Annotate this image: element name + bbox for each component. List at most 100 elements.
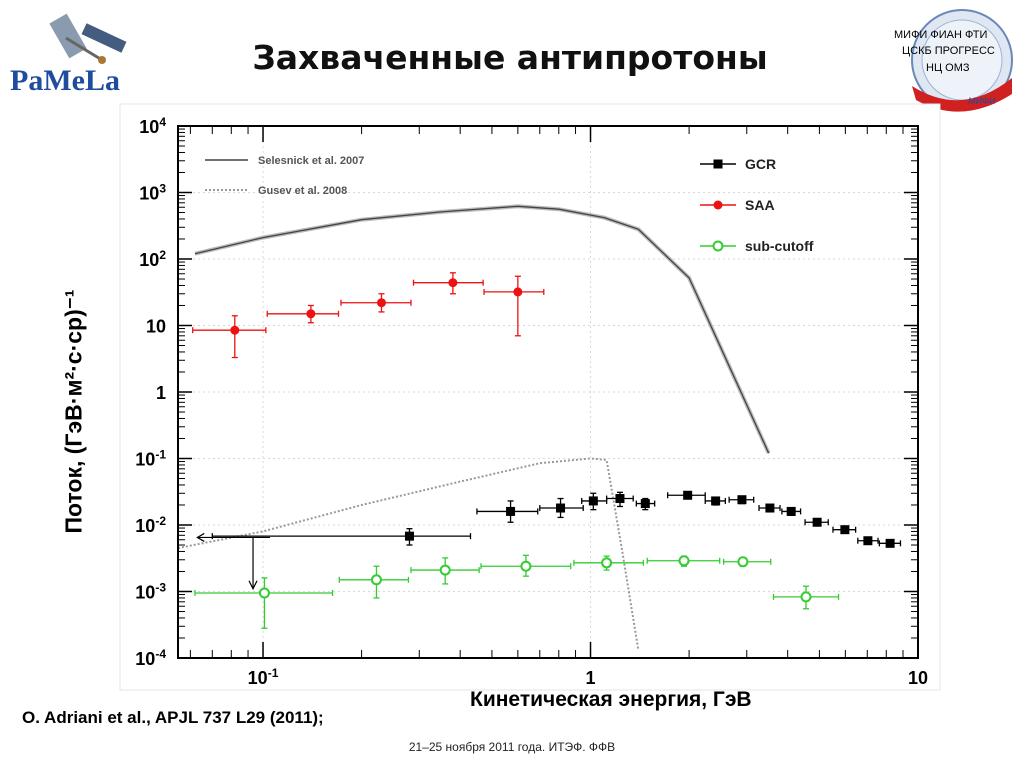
pamela-logo-text: PaMeLa bbox=[10, 64, 120, 97]
data-point-saa bbox=[192, 315, 267, 359]
marker-sub-cutoff bbox=[439, 564, 451, 576]
marker-saa bbox=[306, 309, 316, 319]
series-gcr bbox=[211, 490, 902, 548]
marker-saa bbox=[230, 325, 240, 335]
marker-gcr bbox=[556, 503, 566, 513]
data-point-gcr bbox=[832, 525, 857, 535]
legend-label-model: Selesnick et al. 2007 bbox=[258, 155, 364, 167]
data-point-gcr bbox=[581, 492, 608, 511]
model-curve-gusev bbox=[177, 457, 640, 651]
data-point-sub-cutoff bbox=[410, 557, 480, 585]
x-tick-label: 1 bbox=[586, 668, 596, 688]
marker-saa bbox=[376, 298, 386, 308]
upper-limit-group bbox=[196, 532, 270, 591]
y-tick-label: 10 bbox=[146, 317, 166, 337]
marker-gcr bbox=[640, 499, 650, 509]
data-point-sub-cutoff bbox=[723, 556, 772, 568]
slide-title: Захваченные антипротоны bbox=[252, 38, 768, 77]
y-tick-label: 1 bbox=[156, 383, 166, 403]
marker-gcr bbox=[885, 538, 895, 548]
org-line-3: НЦ ОМЗ bbox=[926, 62, 970, 74]
data-point-sub-cutoff bbox=[338, 565, 410, 599]
org-seal-text: МИФИ bbox=[968, 96, 996, 106]
y-tick-label: 104 bbox=[139, 115, 166, 137]
data-series bbox=[192, 272, 902, 629]
data-point-sub-cutoff bbox=[194, 577, 334, 629]
legend-marker-gcr bbox=[713, 159, 723, 169]
chart-panel bbox=[119, 103, 941, 691]
data-point-gcr bbox=[758, 503, 781, 513]
satellite-icon bbox=[49, 13, 127, 64]
marker-gcr bbox=[737, 495, 747, 505]
data-point-gcr bbox=[804, 517, 829, 527]
model-curve-selesnick bbox=[194, 205, 770, 454]
data-point-gcr bbox=[857, 536, 879, 546]
chart-legend: Selesnick et al. 2007 Gusev et al. 2008 GC… bbox=[205, 155, 814, 254]
data-point-gcr bbox=[728, 495, 755, 505]
data-point-gcr bbox=[781, 506, 802, 516]
marker-sub-cutoff bbox=[800, 591, 812, 603]
data-point-sub-cutoff bbox=[480, 554, 572, 577]
legend-label-sub-cutoff: sub-cutoff bbox=[745, 238, 814, 254]
upper-limit-down-arrowhead bbox=[248, 580, 258, 591]
data-point-gcr bbox=[476, 500, 539, 523]
org-seal: МИФИ ФИАН ФТИ ЦСКБ ПРОГРЕСС НЦ ОМЗ МИФИ bbox=[894, 9, 1013, 112]
y-tick-label: 10-2 bbox=[135, 514, 166, 536]
series-sub-cutoff bbox=[194, 554, 840, 629]
marker-gcr bbox=[588, 496, 598, 506]
data-point-gcr bbox=[605, 491, 634, 508]
marker-sub-cutoff bbox=[678, 555, 690, 567]
marker-sub-cutoff bbox=[370, 574, 382, 586]
legend-marker-saa bbox=[713, 200, 723, 210]
legend-label-gcr: GCR bbox=[745, 156, 776, 172]
marker-saa bbox=[513, 287, 523, 297]
marker-gcr bbox=[683, 490, 693, 500]
data-point-saa bbox=[266, 304, 340, 324]
marker-saa bbox=[448, 278, 458, 288]
org-line-1: МИФИ ФИАН ФТИ bbox=[894, 29, 987, 41]
org-line-2: ЦСКБ ПРОГРЕСС bbox=[902, 45, 995, 57]
data-point-gcr bbox=[539, 497, 584, 519]
data-point-gcr bbox=[211, 528, 472, 546]
data-point-gcr bbox=[878, 538, 902, 548]
marker-gcr bbox=[506, 506, 516, 516]
pamela-logo: PaMeLa bbox=[10, 13, 127, 97]
y-tick-label: 10-3 bbox=[135, 581, 166, 603]
x-tick-label: 10-1 bbox=[248, 666, 279, 688]
y-axis-label: Поток, (ГэВ·м²·с·ср)⁻¹ bbox=[60, 289, 87, 534]
legend-label-saa: SAA bbox=[745, 197, 775, 213]
data-point-gcr bbox=[704, 496, 726, 506]
data-point-sub-cutoff bbox=[772, 585, 840, 610]
marker-gcr bbox=[615, 494, 625, 504]
marker-sub-cutoff bbox=[601, 557, 613, 569]
marker-gcr bbox=[812, 517, 822, 527]
marker-gcr bbox=[840, 525, 850, 535]
data-point-gcr bbox=[666, 490, 706, 500]
marker-gcr bbox=[404, 531, 414, 541]
y-tick-label: 102 bbox=[139, 248, 166, 270]
data-point-sub-cutoff bbox=[646, 555, 721, 567]
footer: 21–25 ноября 2011 года. ИТЭФ. ФФВ bbox=[408, 740, 616, 754]
marker-gcr bbox=[765, 503, 775, 513]
legend-label-model: Gusev et al. 2008 bbox=[258, 185, 347, 197]
y-tick-label: 103 bbox=[139, 182, 166, 204]
model-curves bbox=[177, 204, 771, 651]
upper-limit-arrowhead bbox=[196, 532, 205, 542]
y-tick-label: 10-1 bbox=[135, 448, 166, 470]
x-tick-label: 10 bbox=[908, 668, 928, 688]
marker-sub-cutoff bbox=[737, 556, 749, 568]
x-axis-label: Кинетическая энергия, ГэВ bbox=[470, 688, 752, 711]
marker-gcr bbox=[786, 506, 796, 516]
marker-sub-cutoff bbox=[520, 560, 532, 572]
y-tick-label: 10-4 bbox=[135, 647, 166, 669]
data-point-gcr bbox=[635, 497, 656, 511]
data-point-saa bbox=[340, 293, 412, 313]
marker-sub-cutoff bbox=[258, 587, 270, 599]
data-point-saa bbox=[412, 272, 484, 295]
chart-axes: 10-4 10-3 10-2 10-1 1 10 102 103 104 10-1 1 10 bbox=[135, 115, 928, 688]
citation: O. Adriani et al., APJL 737 L29 (2011); bbox=[22, 708, 324, 727]
marker-gcr bbox=[711, 496, 721, 506]
legend-marker-sub-cutoff bbox=[712, 240, 724, 252]
data-point-sub-cutoff bbox=[573, 555, 645, 571]
